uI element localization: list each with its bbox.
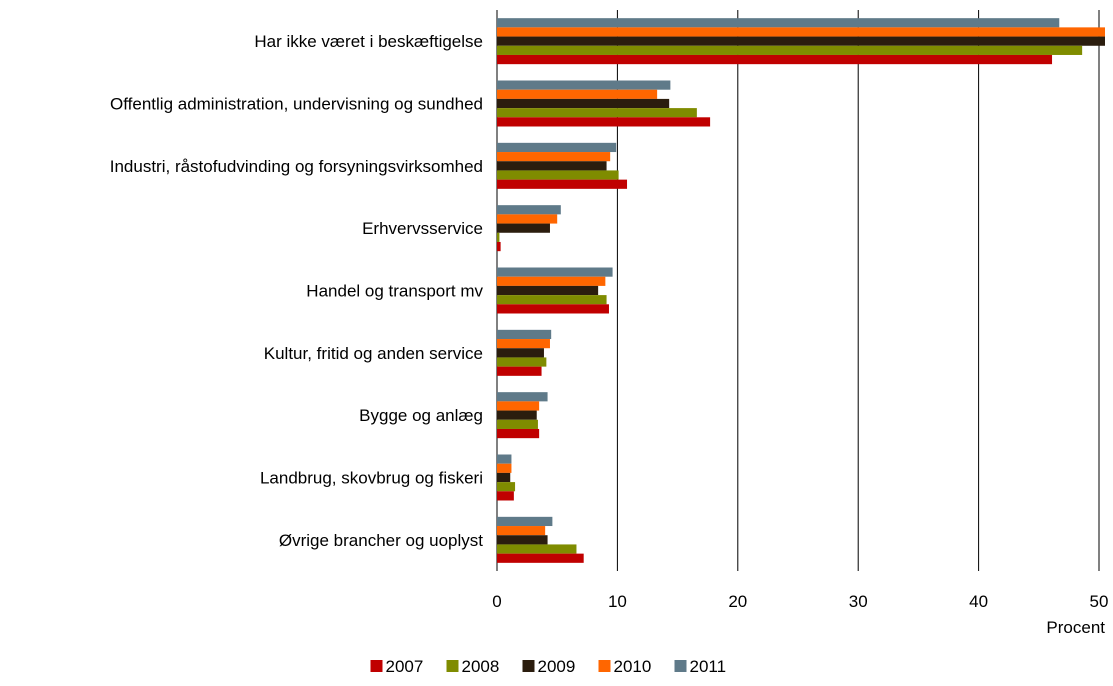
bar-2009-7 — [497, 472, 511, 483]
legend-label-2011: 2011 — [690, 657, 727, 676]
bar-2010-8 — [497, 526, 546, 536]
bar-2011-2 — [497, 142, 617, 153]
bar-2009-4 — [497, 285, 599, 296]
category-label: Bygge og anlæg — [359, 406, 483, 425]
bar-2007-1 — [497, 117, 711, 127]
bar-2010-1 — [497, 89, 658, 99]
category-label: Har ikke været i beskæftigelse — [254, 32, 483, 51]
legend-label-2008: 2008 — [462, 657, 500, 676]
bar-2010-5 — [497, 339, 550, 349]
bar-2010-6 — [497, 401, 540, 411]
bar-2010-3 — [497, 214, 558, 224]
bar-2011-6 — [497, 392, 548, 402]
bar-2011-8 — [497, 516, 553, 527]
bar-2009-6 — [497, 410, 537, 420]
legend-swatch-2010 — [598, 660, 611, 672]
legend-label-2010: 2010 — [614, 657, 652, 676]
category-label: Industri, råstofudvinding og forsyningsv… — [110, 157, 483, 176]
bar-2009-1 — [497, 98, 670, 109]
bar-2009-0 — [497, 36, 1105, 46]
bar-2007-7 — [497, 491, 514, 501]
bar-2011-4 — [497, 267, 613, 277]
bar-2011-0 — [497, 18, 1060, 28]
x-axis-title: Procent — [1046, 618, 1105, 637]
bar-2011-7 — [497, 454, 512, 464]
category-label: Øvrige brancher og uoplyst — [279, 531, 483, 550]
bar-2009-2 — [497, 161, 607, 171]
bar-2008-6 — [497, 419, 538, 429]
bar-2007-5 — [497, 366, 542, 376]
bar-2010-7 — [497, 463, 512, 473]
bar-2011-1 — [497, 80, 671, 90]
x-tick-label: 50 — [1090, 592, 1109, 611]
bar-2008-2 — [497, 170, 619, 180]
x-tick-label: 20 — [728, 592, 747, 611]
category-label: Kultur, fritid og anden service — [264, 344, 483, 363]
bar-2009-8 — [497, 535, 548, 545]
category-label: Handel og transport mv — [306, 282, 483, 301]
legend-swatch-2009 — [522, 660, 535, 672]
bar-2010-4 — [497, 276, 606, 286]
bar-2009-5 — [497, 348, 544, 358]
category-labels: Har ikke været i beskæftigelse Offentlig … — [110, 32, 484, 550]
legend-label-2007: 2007 — [386, 657, 424, 676]
x-tick-label: 40 — [969, 592, 988, 611]
category-label: Landbrug, skovbrug og fiskeri — [260, 469, 483, 488]
bar-2011-5 — [497, 329, 552, 340]
bar-2010-2 — [497, 152, 611, 162]
bar-2008-5 — [497, 357, 547, 367]
legend-swatch-2011 — [674, 660, 687, 672]
bar-2010-0 — [497, 27, 1105, 37]
bar-2008-1 — [497, 108, 697, 118]
x-tick-label: 10 — [608, 592, 627, 611]
category-label: Erhvervsservice — [362, 219, 483, 238]
bar-2007-4 — [497, 304, 609, 314]
bar-2008-0 — [497, 45, 1083, 55]
bar-2007-0 — [497, 54, 1053, 65]
legend-swatch-2008 — [446, 660, 459, 672]
x-tick-label: 30 — [849, 592, 868, 611]
bar-2007-3 — [497, 241, 501, 252]
legend-swatch-2007 — [370, 660, 383, 672]
bar-2009-3 — [497, 223, 550, 233]
bar-2011-3 — [497, 205, 561, 215]
legend: 2007 2008 2009 2010 2011 — [370, 657, 727, 676]
bar-2008-8 — [497, 544, 577, 554]
bar-2007-6 — [497, 428, 540, 439]
category-label: Offentlig administration, undervisning o… — [110, 95, 483, 114]
legend-label-2009: 2009 — [538, 657, 576, 676]
bars — [497, 18, 1105, 563]
bar-2007-2 — [497, 179, 628, 189]
x-tick-label: 0 — [492, 592, 501, 611]
bar-2008-3 — [497, 232, 500, 242]
x-axis-ticks: 0 10 20 30 40 50 — [492, 592, 1108, 611]
bar-2008-4 — [497, 295, 607, 305]
bar-2008-7 — [497, 482, 516, 492]
bar-2007-8 — [497, 553, 584, 563]
